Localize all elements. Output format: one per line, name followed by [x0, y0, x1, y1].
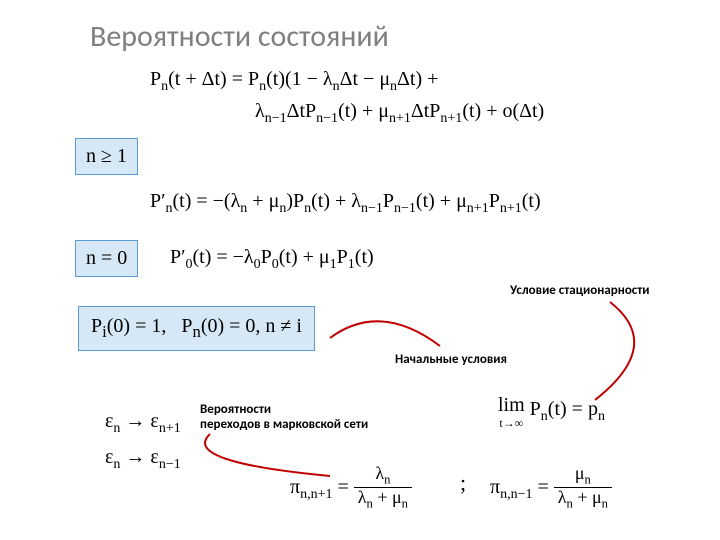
- arrow-initial: [320, 306, 450, 361]
- slide-title: Вероятности состояний: [90, 18, 389, 55]
- box-n-ge-1: n ≥ 1: [75, 138, 138, 175]
- limit-symbol: lim: [498, 394, 525, 416]
- pi-separator: ;: [460, 470, 466, 496]
- box-n-eq-0: n = 0: [75, 240, 138, 277]
- pi-up-den: λn + μn: [354, 488, 412, 511]
- eq-transition-down: εn → εn−1: [105, 446, 181, 473]
- pi-down-lhs: πn,n−1 =: [490, 476, 549, 498]
- eq-kolmogorov-n: P′n(t) = −(λn + μn)Pn(t) + λn−1Pn−1(t) +…: [150, 190, 541, 217]
- eq-balance-1: Pn(t + Δt) = Pn(t)(1 − λnΔt − μnΔt) +: [150, 68, 438, 95]
- eq-pi-down: πn,n−1 = μn λn + μn: [490, 464, 612, 512]
- label-stationarity: Условие стационарности: [510, 283, 650, 298]
- eq-balance-2: λn−1ΔtPn−1(t) + μn+1ΔtPn+1(t) + o(Δt): [255, 100, 544, 127]
- box-initial-conditions: Pi(0) = 1, Pn(0) = 0, n ≠ i: [78, 306, 315, 351]
- limit-subscript: t→∞: [498, 417, 525, 429]
- eq-transition-up: εn → εn+1: [105, 410, 181, 437]
- pi-up-num: λn: [354, 464, 412, 488]
- arrow-stationary: [555, 300, 675, 410]
- pi-down-den: λn + μn: [554, 488, 612, 511]
- eq-kolmogorov-0: P′0(t) = −λ0P0(t) + μ1P1(t): [170, 246, 374, 273]
- arrow-transitions: [190, 432, 340, 487]
- label-transition-probs: Вероятностипереходов в марковской сети: [200, 402, 368, 432]
- pi-down-num: μn: [554, 464, 612, 488]
